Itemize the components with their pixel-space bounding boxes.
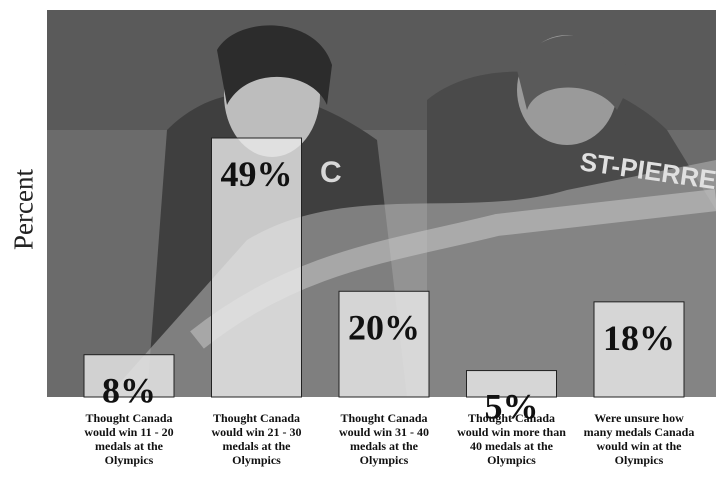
bar-5 bbox=[593, 301, 685, 398]
category-label-5: Were unsure how many medals Canada would… bbox=[583, 411, 695, 467]
bar-value-label-2: 49% bbox=[221, 154, 293, 194]
bar-value-label-3: 20% bbox=[348, 307, 420, 347]
bar-4 bbox=[466, 370, 557, 398]
category-label-2: Thought Canada would win 21 - 30 medals … bbox=[211, 411, 302, 467]
bar-1 bbox=[83, 354, 175, 398]
category-label-4: Thought Canada would win more than 40 me… bbox=[457, 411, 566, 467]
bar-2 bbox=[211, 137, 302, 398]
category-label-3: Thought Canada would win 31 - 40 medals … bbox=[338, 411, 430, 467]
bar-3 bbox=[338, 290, 430, 398]
bar-value-label-5: 18% bbox=[603, 318, 675, 358]
category-label-1: Thought Canada would win 11 - 20 medals … bbox=[84, 411, 174, 467]
bar-value-label-1: 8% bbox=[102, 371, 156, 411]
bar-value-label-4: 5% bbox=[485, 387, 539, 427]
svg-text:C: C bbox=[320, 156, 342, 189]
